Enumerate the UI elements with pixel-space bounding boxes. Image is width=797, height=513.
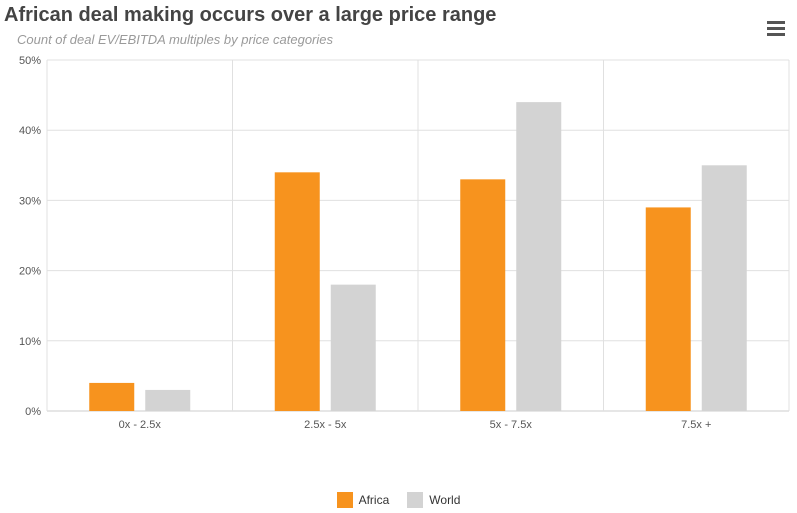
legend-swatch-world: [407, 492, 424, 508]
legend-swatch-africa: [336, 492, 353, 508]
y-tick-label: 0%: [25, 406, 41, 418]
y-tick-label: 20%: [19, 266, 41, 278]
bar-world-3[interactable]: [516, 102, 562, 412]
x-tick-label: 0x - 2.5x: [119, 419, 162, 431]
y-tick-label: 40%: [19, 125, 41, 137]
bar-world-4[interactable]: [701, 165, 747, 411]
legend-item-africa[interactable]: Africa: [336, 492, 390, 508]
chart-subtitle: Count of deal EV/EBITDA multiples by pri…: [17, 32, 333, 47]
chart-legend: Africa World: [0, 492, 797, 508]
legend-label-africa: Africa: [358, 493, 390, 507]
x-tick-label: 5x - 7.5x: [490, 419, 533, 431]
bar-africa-1[interactable]: [89, 382, 135, 411]
x-tick-label: 2.5x - 5x: [304, 419, 347, 431]
legend-label-world: World: [429, 493, 461, 507]
hamburger-menu-icon[interactable]: [764, 16, 790, 42]
bar-world-2[interactable]: [330, 284, 376, 411]
legend-item-world[interactable]: World: [407, 492, 460, 508]
bar-world-1[interactable]: [145, 389, 191, 411]
bar-africa-2[interactable]: [274, 172, 320, 411]
chart-title: African deal making occurs over a large …: [4, 4, 497, 26]
y-tick-label: 30%: [19, 195, 41, 207]
bar-africa-4[interactable]: [645, 207, 691, 411]
bar-africa-3[interactable]: [460, 179, 506, 411]
y-tick-label: 50%: [19, 55, 41, 67]
y-tick-label: 10%: [19, 336, 41, 348]
x-tick-label: 7.5x +: [681, 419, 711, 431]
